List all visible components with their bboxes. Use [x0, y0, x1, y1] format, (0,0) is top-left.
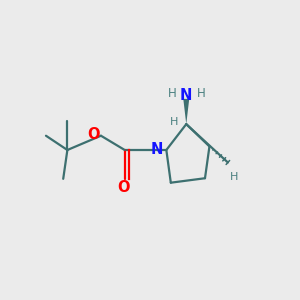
Text: O: O — [117, 180, 130, 195]
Text: H: H — [197, 87, 206, 100]
Text: N: N — [180, 88, 192, 104]
Text: H: H — [169, 117, 178, 127]
Text: N: N — [151, 142, 163, 157]
Polygon shape — [183, 99, 189, 124]
Text: H: H — [230, 172, 238, 182]
Text: O: O — [87, 127, 100, 142]
Text: H: H — [168, 87, 176, 100]
